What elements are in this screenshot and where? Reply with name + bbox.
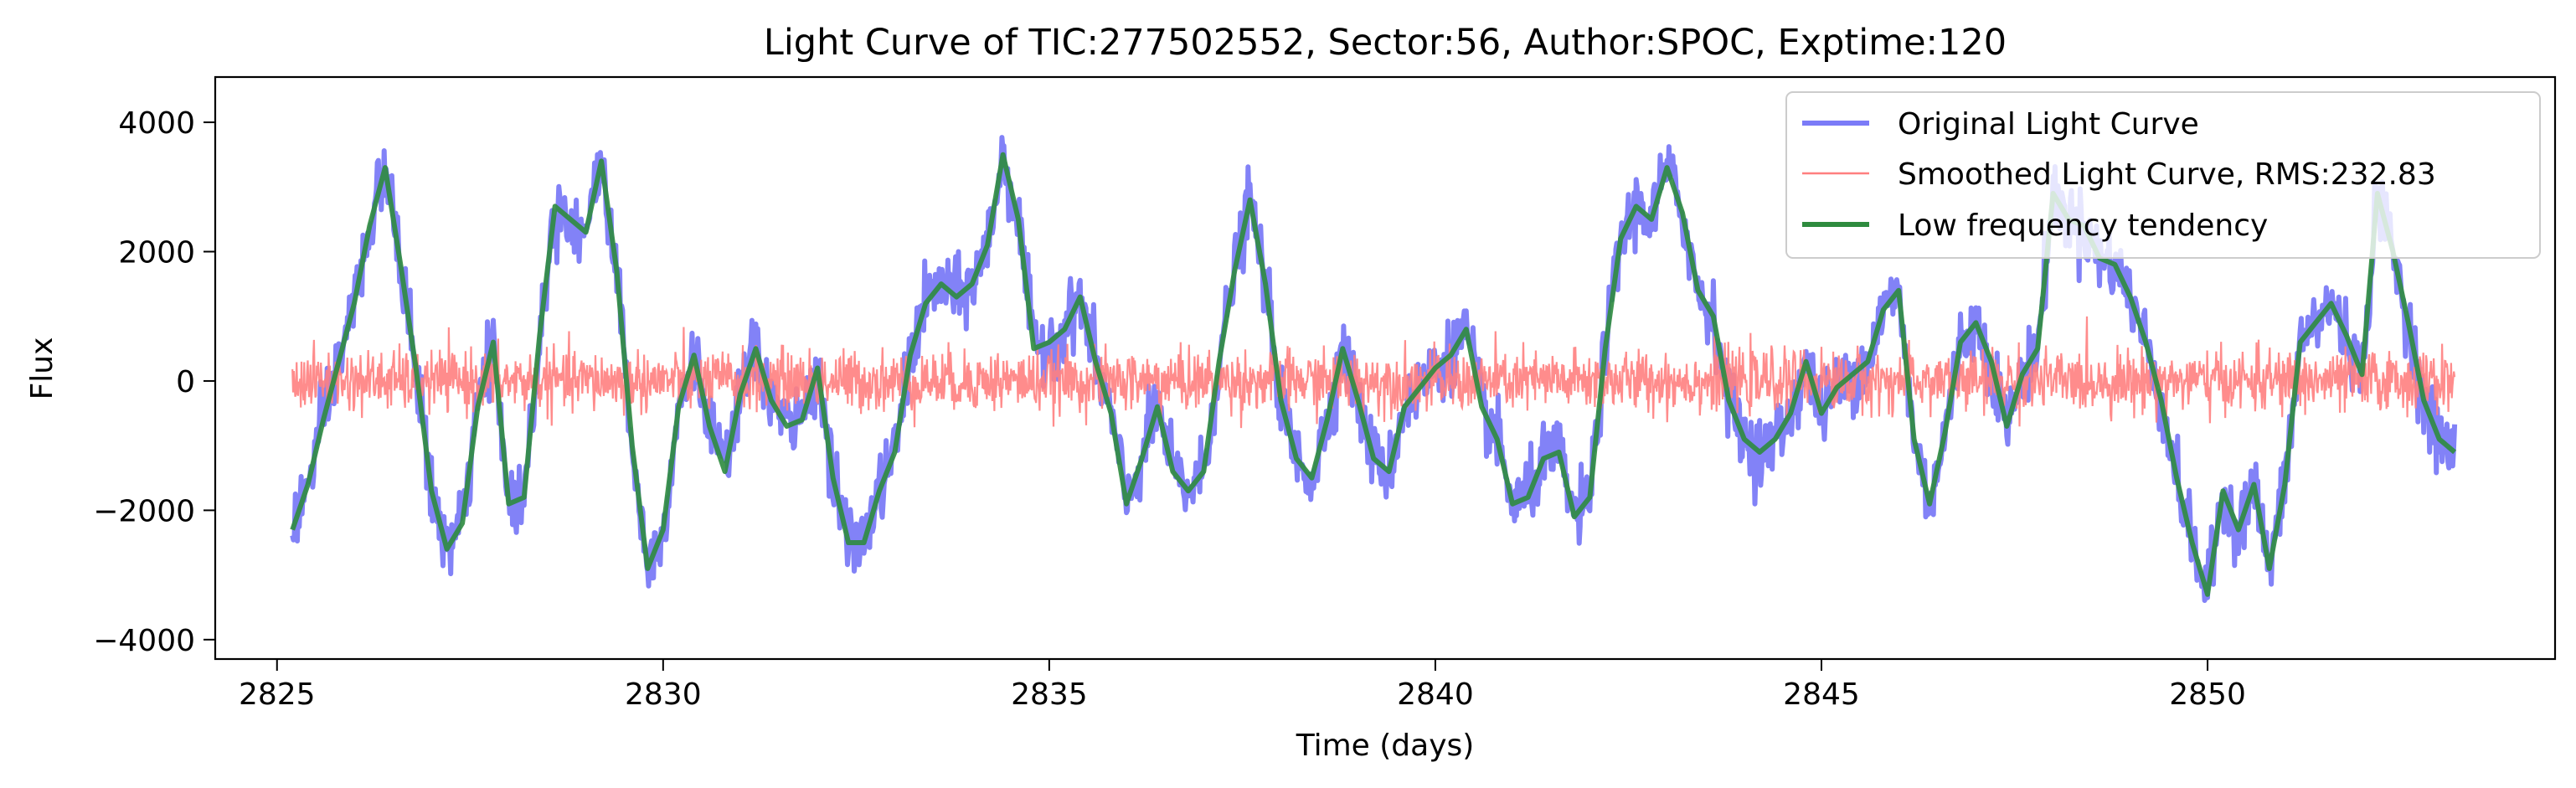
y-tick-label: 2000 [118,236,195,270]
x-tick-label: 2835 [1011,677,1088,712]
y-tick-label: −4000 [93,624,195,658]
legend-frame [1785,91,2541,259]
y-tick-label: 4000 [118,106,195,141]
x-tick-label: 2850 [2169,677,2246,712]
y-axis-title: Flux [25,337,59,400]
x-tick-label: 2845 [1783,677,1860,712]
chart-title: Light Curve of TIC:277502552, Sector:56,… [764,22,2007,64]
y-tick-label: −2000 [93,494,195,528]
x-axis: 2825 2830 2835 2840 2845 2850 [239,659,2246,712]
y-tick-label: 0 [176,365,195,399]
y-axis: −4000 −2000 0 2000 4000 [93,106,215,658]
legend-label-trend: Low frequency tendency [1898,209,2268,243]
smoothed-light-curve-line [291,316,2456,429]
series-smoothed-light-curve [291,316,2456,429]
x-tick-label: 2830 [625,677,702,712]
legend: Original Light Curve Smoothed Light Curv… [1785,91,2541,259]
legend-label-original: Original Light Curve [1898,107,2199,142]
x-axis-title: Time (days) [1296,729,1475,763]
x-tick-label: 2825 [239,677,316,712]
legend-label-smoothed: Smoothed Light Curve, RMS:232.83 [1898,157,2436,192]
plot-frame [214,75,2557,661]
x-tick-label: 2840 [1397,677,1474,712]
